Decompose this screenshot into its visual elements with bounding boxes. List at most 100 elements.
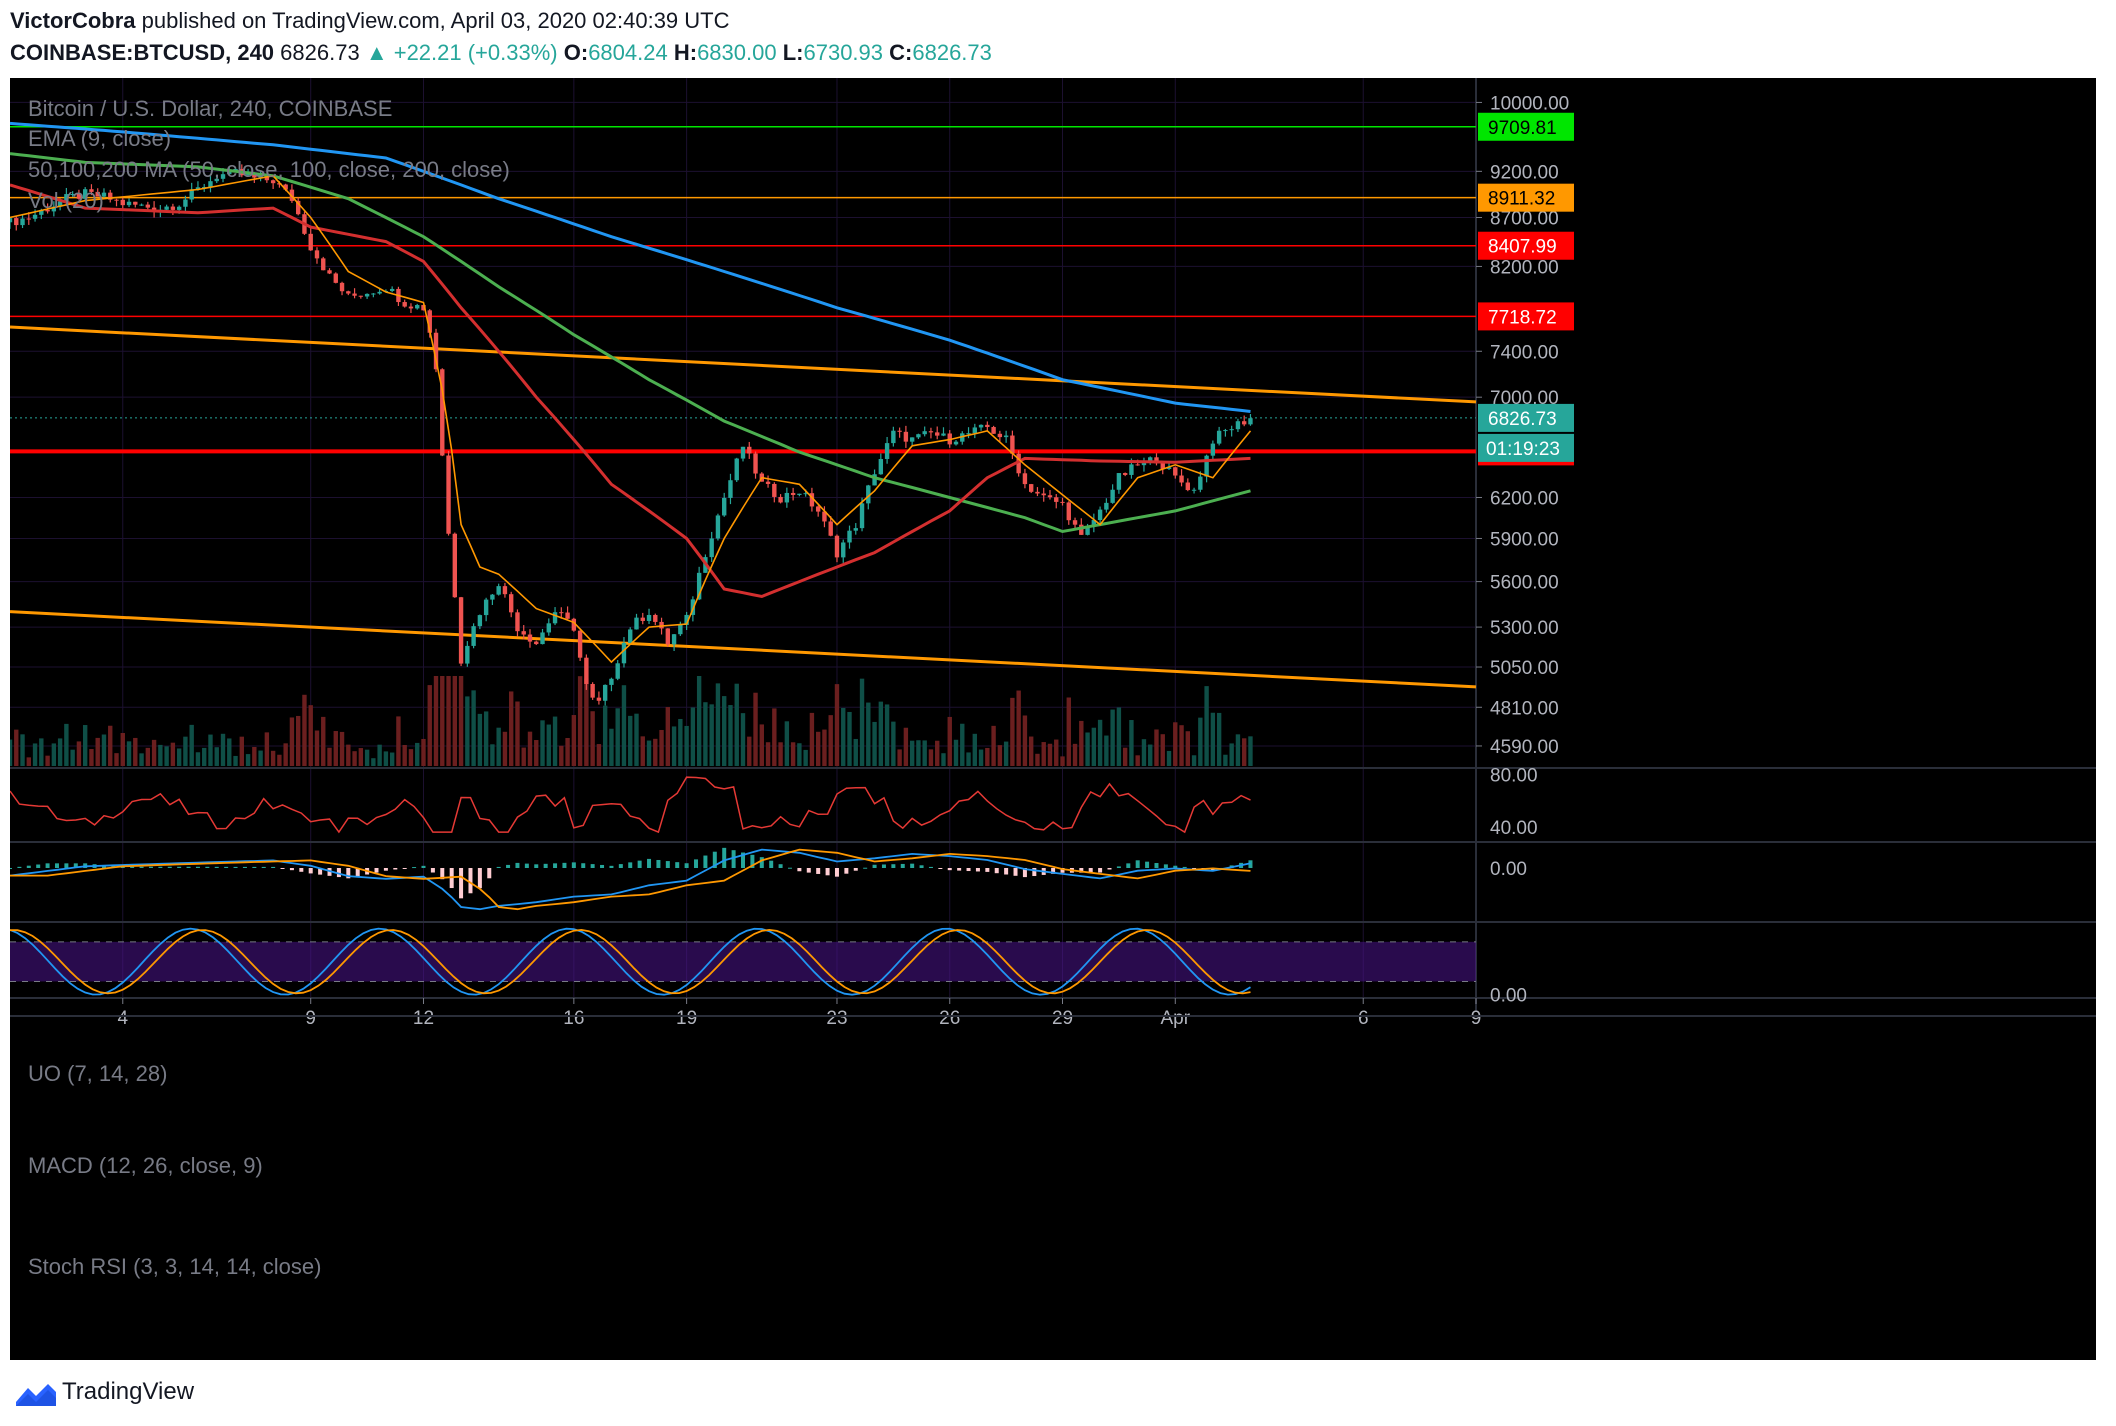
volume-bar-66 [421, 738, 426, 766]
volume-bar-27 [176, 748, 182, 766]
price-chart-svg[interactable]: 80.00 40.00 0.00 0.00 10000.00 9200.00 8700.0… [10, 78, 2096, 1360]
grid-lines [10, 78, 2096, 1012]
tradingview-brand[interactable]: TradingView [62, 1378, 195, 1405]
macd-hist-4 [45, 863, 50, 868]
candle-body-79 [502, 586, 508, 595]
volume-bar-163 [1028, 736, 1034, 766]
candle-body-189 [1191, 489, 1197, 491]
chart-header: VictorCobra published on TradingView.com… [0, 0, 2116, 78]
candle-body-69 [440, 369, 445, 456]
candle-body-28 [183, 199, 188, 207]
time-axis[interactable]: 4 9 12 16 19 23 26 29 Apr 6 9 [10, 998, 2096, 1029]
volume-bar-128 [809, 712, 815, 766]
candle-body-55 [352, 293, 357, 296]
candle-body-50 [321, 258, 326, 271]
volume-bar-120 [759, 724, 764, 766]
y-tick-label-10: 5050.00 [1490, 658, 1559, 679]
candle-body-106 [671, 634, 677, 645]
volume-bar-188 [1185, 731, 1191, 766]
volume-bar-177 [1116, 707, 1122, 766]
y-tick-label-0: 10000.00 [1490, 93, 1569, 114]
candle-body-155 [978, 424, 984, 428]
macd-hist-37 [355, 868, 360, 877]
volume-bar-198 [1248, 736, 1253, 766]
vol-legend[interactable]: Vol (20) [28, 188, 104, 213]
macd-hist-39 [374, 868, 379, 873]
volume-bar-28 [183, 736, 188, 766]
macd-hist-29 [280, 868, 285, 869]
macd-hist-30 [289, 868, 294, 871]
volume-bar-65 [415, 742, 420, 766]
candle-body-68 [433, 332, 439, 370]
volume-bar-95 [602, 705, 608, 766]
candle-body-137 [866, 485, 871, 504]
candle-body-78 [496, 586, 501, 595]
volume-bar-70 [446, 676, 451, 766]
macd-hist-125 [1182, 866, 1187, 868]
volume-bar-77 [490, 744, 495, 766]
macd-hist-75 [712, 851, 717, 868]
volume-bar-49 [314, 730, 320, 766]
volume-bar-25 [164, 746, 169, 766]
candle-body-188 [1185, 482, 1191, 491]
candle-body-40 [258, 174, 263, 178]
volume-bar-133 [841, 707, 846, 766]
volume-bar-121 [765, 742, 771, 766]
macd-legend[interactable]: MACD (12, 26, close, 9) [28, 1153, 263, 1178]
candle-body-190 [1198, 476, 1203, 490]
volume-bar-137 [866, 702, 871, 766]
volume-bar-103 [653, 738, 658, 766]
macd-hist-126 [1192, 868, 1197, 869]
volume-bar-118 [747, 736, 752, 766]
volume-bar-41 [264, 732, 270, 766]
candle-body-91 [577, 630, 583, 658]
volume-bar-96 [609, 728, 614, 766]
macd-hist-61 [581, 863, 586, 868]
volume-bar-94 [596, 744, 602, 766]
candle-body-80 [509, 594, 514, 613]
low-label: L: [782, 40, 804, 65]
macd-tick-0: 0.00 [1490, 859, 1527, 880]
volume-bar-161 [1016, 690, 1021, 766]
volume-bar-166 [1047, 743, 1053, 766]
macd-hist-24 [233, 866, 238, 868]
uo-legend[interactable]: UO (7, 14, 28) [28, 1061, 167, 1086]
macd-hist-41 [393, 868, 398, 870]
macd-hist-123 [1163, 864, 1168, 868]
ma-legend[interactable]: 50,100,200 MA (50, close, 100, close, 20… [28, 157, 510, 182]
candle-body-1 [14, 218, 19, 226]
macd-hist-117 [1107, 868, 1112, 870]
candle-body-42 [270, 180, 276, 184]
ohlc-info: COINBASE:BTCUSD, 240 6826.73 ▲ +22.21 (+… [10, 40, 992, 66]
open-label: O: [563, 40, 589, 65]
candle-body-115 [728, 480, 733, 498]
volume-bar-189 [1191, 755, 1197, 766]
candle-body-81 [515, 612, 520, 632]
macd-hist-54 [515, 862, 520, 868]
candle-body-57 [364, 293, 370, 297]
y-tick-label-11: 4810.00 [1490, 698, 1559, 719]
volume-bar-92 [584, 678, 589, 766]
candle-body-126 [797, 493, 802, 495]
candle-body-59 [377, 291, 382, 294]
ema-legend[interactable]: EMA (9, close) [28, 126, 171, 151]
volume-bar-30 [195, 752, 201, 766]
stoch-legend[interactable]: Stoch RSI (3, 3, 14, 14, close) [28, 1254, 321, 1279]
candle-body-184 [1160, 463, 1165, 469]
volume-bar-44 [283, 743, 288, 766]
macd-hist-90 [853, 868, 858, 871]
volume-bar-38 [245, 754, 251, 766]
price-axis[interactable]: 10000.009200.008700.008200.007400.007000… [1476, 93, 1569, 758]
candle-body-136 [859, 503, 865, 529]
tradingview-logo-icon[interactable] [14, 1380, 58, 1408]
candle-body-141 [891, 430, 896, 444]
x-tick-label-6: 26 [939, 1008, 960, 1029]
volume-bar-78 [496, 727, 501, 766]
chart-canvas[interactable]: 80.00 40.00 0.00 0.00 10000.00 9200.00 8700.0… [10, 78, 2096, 1360]
macd-hist-84 [797, 868, 802, 872]
author-name[interactable]: VictorCobra [10, 8, 136, 33]
macd-hist-14 [139, 866, 144, 868]
candle-body-14 [95, 191, 100, 197]
macd-hist-76 [722, 847, 727, 868]
level-badge-0: 9709.81 [1488, 118, 1557, 139]
